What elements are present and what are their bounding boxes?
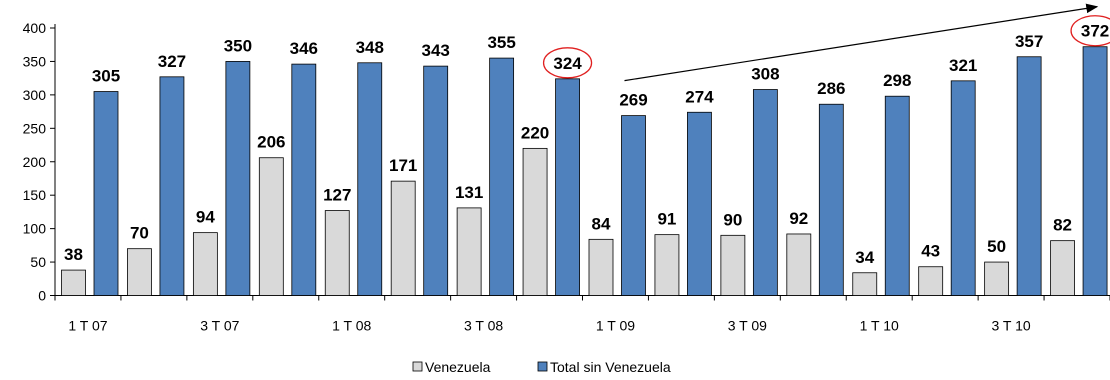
bar-venezuela — [324, 210, 350, 296]
bar-venezuela — [61, 269, 86, 296]
x-tick-label: 3 T 07 — [200, 318, 239, 334]
plot-area: 0 50 100 150 200 250 300 350 400 38 70 94 206 127 171 1… — [23, 3, 1110, 334]
data-label: 350 — [224, 36, 252, 55]
bar-total-sin-venezuela — [159, 76, 185, 296]
bar-total-sin-venezuela — [423, 65, 449, 296]
bar-total-sin-venezuela — [1082, 46, 1108, 296]
legend-swatch — [412, 361, 423, 372]
data-label: 70 — [130, 224, 149, 243]
data-label: 50 — [987, 237, 1006, 256]
highlight-circle — [1070, 15, 1110, 47]
bar-venezuela — [192, 232, 218, 296]
bar-total-sin-venezuela — [555, 78, 580, 296]
y-tick-label: 300 — [23, 87, 47, 103]
bar-venezuela — [1050, 240, 1075, 296]
data-label: 171 — [389, 156, 417, 175]
data-label: 34 — [855, 248, 874, 267]
bar-venezuela — [456, 207, 482, 296]
bar-total-sin-venezuela — [1016, 56, 1042, 296]
data-label: 321 — [949, 56, 977, 75]
bar-total-sin-venezuela — [884, 95, 910, 296]
data-label: 346 — [290, 39, 318, 58]
y-tick-label: 50 — [30, 254, 46, 270]
bar-venezuela — [720, 234, 746, 296]
x-tick-label: 3 T 09 — [728, 318, 767, 334]
data-label: 91 — [657, 210, 676, 229]
data-label: 372 — [1081, 22, 1109, 41]
bar-venezuela — [127, 248, 152, 296]
bar-total-sin-venezuela — [752, 89, 778, 296]
bar-total-sin-venezuela — [687, 111, 712, 296]
y-tick-label: 200 — [23, 154, 47, 170]
bar-total-sin-venezuela — [950, 80, 976, 296]
data-label: 38 — [64, 245, 83, 264]
bar-venezuela — [984, 261, 1010, 296]
data-label: 355 — [487, 33, 515, 52]
x-tick-label: 1 T 10 — [860, 318, 899, 334]
data-label: 90 — [723, 210, 742, 229]
bar-total-sin-venezuela — [357, 62, 383, 296]
bar-total-sin-venezuela — [291, 63, 317, 296]
y-tick-label: 250 — [23, 120, 47, 136]
data-label: 327 — [158, 52, 186, 71]
x-tick-label: 3 T 10 — [992, 318, 1031, 334]
x-tick-label: 1 T 09 — [596, 318, 635, 334]
bar-venezuela — [390, 180, 416, 296]
data-label: 308 — [751, 65, 779, 84]
y-tick-label: 400 — [23, 20, 47, 36]
legend-label: Total sin Venezuela — [550, 359, 671, 375]
data-label: 94 — [196, 208, 215, 227]
data-label: 348 — [356, 38, 384, 57]
data-label: 131 — [455, 183, 483, 202]
data-label: 274 — [685, 87, 714, 106]
data-label: 82 — [1053, 216, 1072, 235]
data-label: 206 — [257, 133, 285, 152]
data-label: 286 — [817, 79, 845, 98]
bar-total-sin-venezuela — [489, 57, 515, 296]
bar-total-sin-venezuela — [225, 61, 251, 296]
highlight-circle — [542, 47, 593, 79]
trend-arrow — [624, 3, 1099, 82]
bar-venezuela — [852, 272, 878, 296]
data-label: 84 — [592, 214, 611, 233]
data-label: 92 — [789, 209, 808, 228]
data-label: 305 — [92, 67, 120, 86]
y-tick-label: 350 — [23, 53, 47, 69]
data-label: 43 — [921, 242, 940, 261]
y-tick-label: 100 — [23, 221, 47, 237]
x-tick-label: 3 T 08 — [464, 318, 503, 334]
legend: Venezuela Total sin Venezuela — [412, 359, 671, 375]
data-label: 357 — [1015, 32, 1043, 51]
y-tick-label: 0 — [38, 288, 46, 304]
y-tick-label: 150 — [23, 187, 47, 203]
data-label: 343 — [422, 41, 450, 60]
bar-venezuela — [522, 147, 548, 296]
x-tick-label: 1 T 08 — [332, 318, 371, 334]
legend-swatch — [537, 361, 548, 372]
bar-total-sin-venezuela — [818, 103, 844, 296]
bar-venezuela — [258, 157, 284, 296]
bar-total-sin-venezuela — [621, 115, 646, 296]
bar-total-sin-venezuela — [93, 91, 119, 296]
data-label: 324 — [553, 54, 582, 73]
data-label: 269 — [619, 91, 647, 110]
bar-venezuela — [786, 233, 812, 296]
bar-venezuela — [918, 266, 944, 296]
legend-label: Venezuela — [425, 359, 491, 375]
bar-venezuela — [588, 238, 614, 296]
data-label: 220 — [521, 123, 549, 142]
data-label: 298 — [883, 71, 911, 90]
bar-venezuela — [654, 234, 680, 296]
x-tick-label: 1 T 07 — [68, 318, 107, 334]
data-label: 127 — [323, 186, 351, 205]
